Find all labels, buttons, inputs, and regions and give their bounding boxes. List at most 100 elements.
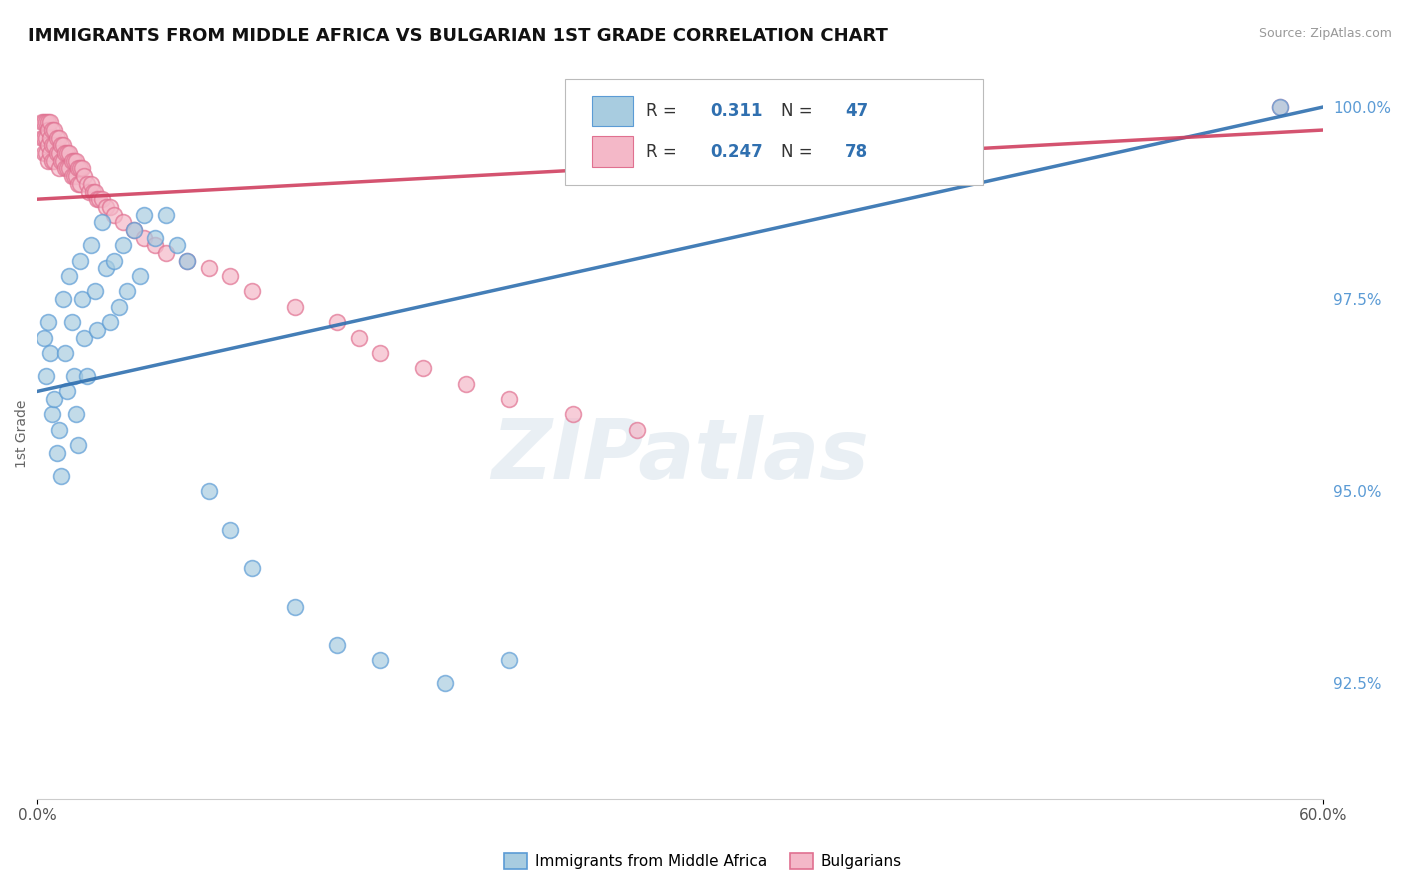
Point — [37, 315, 59, 329]
Text: 47: 47 — [845, 102, 868, 120]
Point — [35, 115, 58, 129]
Point — [69, 177, 91, 191]
Text: Source: ZipAtlas.com: Source: ZipAtlas.com — [1258, 27, 1392, 40]
Point — [112, 238, 135, 252]
Point — [52, 138, 75, 153]
Point — [62, 169, 84, 183]
Point — [166, 238, 188, 252]
Point — [58, 161, 80, 176]
Point — [90, 215, 112, 229]
Point — [86, 192, 108, 206]
Point — [454, 376, 477, 391]
Point — [94, 200, 117, 214]
Point — [60, 169, 83, 183]
Point — [39, 115, 62, 129]
Point — [89, 192, 111, 206]
Text: R =: R = — [645, 143, 682, 161]
Point — [82, 185, 104, 199]
Point — [52, 153, 75, 168]
Point — [56, 384, 79, 399]
Point — [326, 638, 349, 652]
Point — [80, 238, 103, 252]
Text: ZIPatlas: ZIPatlas — [491, 415, 869, 496]
Point — [94, 261, 117, 276]
Point — [48, 423, 70, 437]
Point — [240, 285, 263, 299]
Point — [433, 676, 456, 690]
Point — [103, 208, 125, 222]
FancyBboxPatch shape — [565, 79, 983, 186]
Point — [72, 161, 94, 176]
Point — [58, 268, 80, 283]
Point — [32, 130, 55, 145]
Point — [35, 130, 58, 145]
Point — [60, 153, 83, 168]
Point — [45, 446, 67, 460]
Point — [56, 161, 79, 176]
Point — [84, 185, 107, 199]
Point — [67, 161, 90, 176]
Point — [49, 469, 72, 483]
Point — [368, 653, 391, 667]
Point — [1270, 100, 1292, 114]
Point — [48, 161, 70, 176]
FancyBboxPatch shape — [592, 95, 633, 126]
Point — [326, 315, 349, 329]
Point — [1270, 100, 1292, 114]
Point — [45, 146, 67, 161]
Point — [37, 115, 59, 129]
Point — [48, 146, 70, 161]
Point — [44, 153, 66, 168]
Point — [67, 177, 90, 191]
Point — [73, 330, 96, 344]
Point — [65, 169, 87, 183]
Point — [626, 423, 648, 437]
Point — [198, 484, 221, 499]
Point — [112, 215, 135, 229]
Point — [283, 300, 305, 314]
Point — [368, 346, 391, 360]
Point — [31, 115, 53, 129]
Point — [44, 123, 66, 137]
Point — [562, 408, 585, 422]
Point — [53, 161, 76, 176]
Text: 0.311: 0.311 — [710, 102, 762, 120]
Point — [176, 253, 198, 268]
Point — [86, 323, 108, 337]
Point — [58, 146, 80, 161]
Point — [129, 268, 152, 283]
Point — [41, 123, 63, 137]
Point — [41, 138, 63, 153]
Point — [76, 177, 98, 191]
Point — [240, 561, 263, 575]
Point — [219, 268, 242, 283]
Text: N =: N = — [780, 143, 817, 161]
Point — [65, 153, 87, 168]
Point — [39, 346, 62, 360]
Point — [347, 330, 370, 344]
Point — [122, 223, 145, 237]
Point — [117, 285, 139, 299]
Point — [143, 238, 166, 252]
Point — [98, 315, 121, 329]
Point — [122, 223, 145, 237]
Point — [32, 330, 55, 344]
Point — [412, 361, 434, 376]
Point — [52, 292, 75, 306]
Point — [69, 253, 91, 268]
Point — [219, 523, 242, 537]
Point — [67, 438, 90, 452]
Point — [90, 192, 112, 206]
Point — [76, 369, 98, 384]
Point — [32, 115, 55, 129]
Point — [73, 169, 96, 183]
Legend: Immigrants from Middle Africa, Bulgarians: Immigrants from Middle Africa, Bulgarian… — [498, 847, 908, 875]
Point — [77, 185, 100, 199]
Point — [143, 230, 166, 244]
Point — [56, 146, 79, 161]
FancyBboxPatch shape — [592, 136, 633, 167]
Point — [72, 292, 94, 306]
Point — [498, 653, 520, 667]
Text: 0.247: 0.247 — [710, 143, 762, 161]
Point — [41, 153, 63, 168]
